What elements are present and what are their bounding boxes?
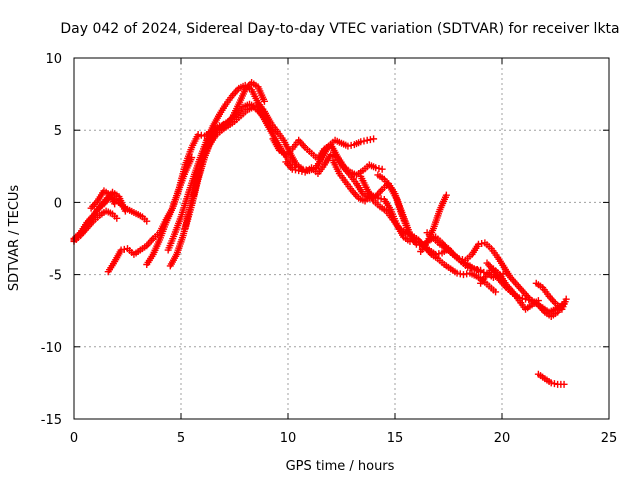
y-tick-label: 0 [54, 196, 62, 211]
x-tick-label: 0 [70, 431, 78, 446]
data-point [412, 240, 420, 248]
data-point [478, 240, 486, 248]
x-tick-label: 15 [387, 431, 404, 446]
data-point [492, 288, 500, 296]
y-tick-label: -10 [41, 341, 62, 356]
data-point [143, 217, 151, 225]
y-tick-label: -15 [41, 413, 62, 428]
data-point [372, 164, 380, 172]
data-point [458, 255, 466, 263]
data-point [120, 245, 128, 253]
data-point [455, 255, 463, 263]
data-point [550, 380, 558, 388]
data-point [370, 135, 378, 143]
data-point [442, 191, 450, 199]
series-arc-12 [269, 135, 386, 179]
data-point [357, 138, 365, 146]
data-point [117, 246, 125, 254]
data-point [525, 296, 533, 304]
data-point [260, 97, 268, 105]
data-point [459, 271, 467, 279]
data-point [374, 194, 382, 202]
data-point [435, 250, 443, 258]
data-point [416, 241, 424, 249]
data-point [453, 269, 461, 277]
data-point [219, 121, 227, 129]
data-point [295, 167, 303, 175]
data-point [111, 200, 119, 208]
data-point [188, 154, 196, 162]
data-point [363, 136, 371, 144]
data-point [194, 131, 202, 139]
data-points [70, 79, 570, 388]
x-tick-label: 5 [177, 431, 185, 446]
series-arc-3 [70, 207, 121, 245]
data-point [534, 297, 542, 305]
data-point [298, 167, 306, 175]
data-point [347, 141, 355, 149]
series-arc-4 [87, 187, 119, 212]
data-point [547, 379, 555, 387]
data-point [344, 142, 352, 150]
data-point [288, 165, 296, 173]
y-tick-label: 5 [54, 124, 62, 139]
series-arc-20 [477, 265, 542, 313]
data-point [375, 164, 383, 172]
y-axis-label: SDTVAR / TECUs [7, 185, 22, 292]
x-tick-label: 25 [601, 431, 618, 446]
y-tick-label: -5 [49, 269, 62, 284]
data-point [456, 270, 464, 278]
series-arc-21 [532, 279, 570, 313]
data-point [291, 166, 299, 174]
data-point [562, 295, 570, 303]
data-point [360, 137, 368, 145]
x-axis-label: GPS time / hours [286, 459, 395, 474]
data-point [474, 240, 482, 248]
series-arc-22 [534, 370, 568, 388]
y-tick-label: 10 [45, 52, 62, 67]
x-tick-label: 20 [494, 431, 511, 446]
data-point [366, 136, 374, 144]
series-arc-10 [190, 79, 268, 199]
data-point [377, 195, 385, 203]
data-point [522, 295, 530, 303]
data-point [216, 122, 224, 130]
plot-frame [73, 57, 610, 420]
data-point [560, 380, 568, 388]
chart-title: Day 042 of 2024, Sidereal Day-to-day VTE… [60, 21, 619, 37]
data-point [477, 268, 485, 276]
x-tick-label: 10 [280, 431, 297, 446]
grid-lines [74, 58, 609, 419]
data-point [378, 165, 386, 173]
data-point [113, 214, 121, 222]
data-point [197, 131, 205, 139]
